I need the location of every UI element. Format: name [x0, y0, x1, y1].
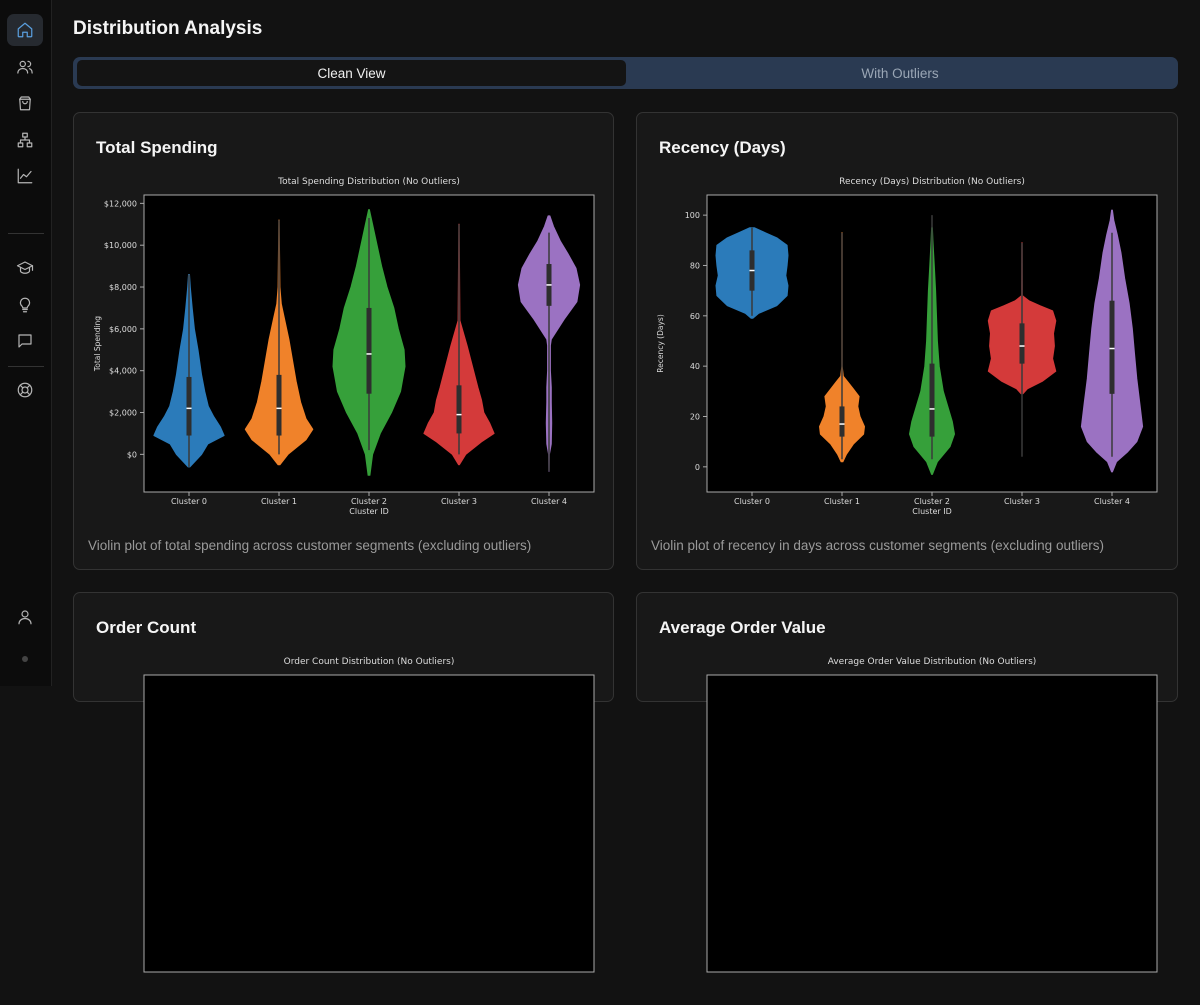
chart-title: Order Count Distribution (No Outliers): [284, 657, 455, 667]
sidebar-divider: [8, 366, 44, 367]
home-icon: [17, 22, 33, 38]
y-tick-label: $2,000: [109, 409, 137, 418]
total-spending-violin-chart: Total Spending Distribution (No Outliers…: [93, 177, 595, 516]
user-icon: [18, 610, 32, 625]
message-icon: [18, 334, 32, 348]
card-title: Order Count: [96, 618, 197, 637]
nav-customers[interactable]: [7, 51, 43, 83]
y-tick-label: $8,000: [109, 283, 137, 292]
card-title: Average Order Value: [659, 618, 826, 637]
chart-title: Average Order Value Distribution (No Out…: [828, 657, 1037, 667]
violin-iqr-box: [366, 307, 372, 394]
order-count-violin-chart: Order Count Distribution (No Outliers): [143, 657, 595, 973]
violin-iqr-box: [456, 385, 462, 434]
nav-segments[interactable]: [7, 124, 43, 156]
users-icon: [17, 60, 33, 74]
view-toggle: Clean View With Outliers: [73, 57, 1178, 89]
card-description: Violin plot of recency in days across cu…: [651, 538, 1104, 553]
y-tick-label: $0: [127, 450, 137, 459]
nav-home[interactable]: [7, 14, 43, 46]
x-tick-label: Cluster 4: [531, 497, 567, 506]
nav-learn[interactable]: [7, 252, 43, 284]
sidebar: [0, 0, 52, 686]
average-order-value-violin-chart: Average Order Value Distribution (No Out…: [706, 657, 1158, 973]
x-tick-label: Cluster 1: [824, 497, 860, 506]
main-content: Distribution Analysis Clean View With Ou…: [52, 0, 1200, 973]
x-tick-label: Cluster 2: [351, 497, 387, 506]
x-tick-label: Cluster 1: [261, 497, 297, 506]
x-tick-label: Cluster 3: [1004, 497, 1040, 506]
x-axis-label: Cluster ID: [349, 507, 388, 516]
y-tick-label: $4,000: [109, 367, 137, 376]
network-icon: [17, 132, 33, 148]
page-title: Distribution Analysis: [73, 18, 263, 39]
tab-clean-view[interactable]: Clean View: [77, 60, 626, 86]
lifebuoy-icon: [17, 382, 33, 398]
chart-title: Total Spending Distribution (No Outliers…: [277, 177, 460, 187]
plot-area: [143, 674, 595, 973]
y-tick-label: 40: [690, 362, 700, 371]
nav-products[interactable]: [7, 87, 43, 119]
plot-area: [706, 674, 1158, 973]
y-tick-label: $10,000: [104, 241, 137, 250]
y-tick-label: 100: [685, 211, 700, 220]
shopping-bag-icon: [19, 96, 31, 111]
violin-iqr-box: [929, 363, 935, 437]
chart-title: Recency (Days) Distribution (No Outliers…: [839, 177, 1025, 187]
card-title: Recency (Days): [659, 138, 786, 157]
tab-with-outliers[interactable]: With Outliers: [861, 65, 939, 81]
nav-profile[interactable]: [7, 601, 43, 633]
x-axis-label: Cluster ID: [912, 507, 951, 516]
recency-violin-chart: Recency (Days) Distribution (No Outliers…: [656, 177, 1158, 516]
line-chart-icon: [17, 168, 33, 184]
x-tick-label: Cluster 0: [171, 497, 207, 506]
x-tick-label: Cluster 4: [1094, 497, 1130, 506]
sidebar-divider: [8, 233, 44, 234]
violin-iqr-box: [186, 376, 192, 436]
violin-iqr-box: [1109, 300, 1115, 394]
violin-iqr-box: [839, 406, 845, 437]
card-title: Total Spending: [96, 138, 218, 157]
y-axis-label: Total Spending: [93, 316, 102, 372]
x-tick-label: Cluster 3: [441, 497, 477, 506]
nav-analytics[interactable]: [7, 160, 43, 192]
card-total-spending: Total Spending Total Spending Distributi…: [73, 112, 614, 570]
status-dot: [22, 656, 28, 662]
nav-chat[interactable]: [7, 325, 43, 357]
y-tick-label: 80: [690, 261, 700, 270]
card-description: Violin plot of total spending across cus…: [88, 538, 532, 553]
y-axis-label: Recency (Days): [656, 314, 665, 373]
nav-help[interactable]: [7, 374, 43, 406]
x-tick-label: Cluster 2: [914, 497, 950, 506]
y-tick-label: 20: [690, 412, 700, 421]
card-recency: Recency (Days) Recency (Days) Distributi…: [636, 112, 1178, 570]
y-tick-label: 0: [695, 463, 700, 472]
violin-iqr-box: [1019, 323, 1025, 364]
violin-iqr-box: [276, 374, 282, 436]
graduation-cap-icon: [16, 261, 34, 274]
y-tick-label: 60: [690, 312, 700, 321]
x-tick-label: Cluster 0: [734, 497, 770, 506]
lightbulb-icon: [19, 297, 31, 313]
y-tick-label: $12,000: [104, 199, 137, 208]
y-tick-label: $6,000: [109, 325, 137, 334]
nav-insights[interactable]: [7, 289, 43, 321]
